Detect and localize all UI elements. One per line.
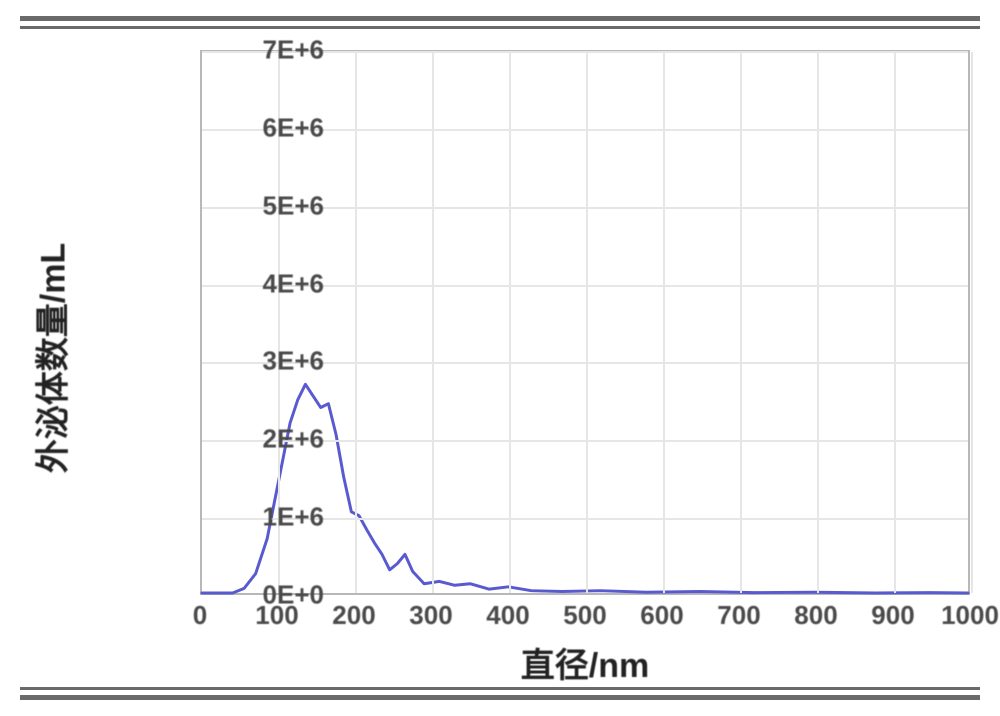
plot-wrap: 外泌体数量/mL 直径/nm 0100200300400500600700800… bbox=[80, 40, 980, 676]
x-tick-label: 800 bbox=[794, 600, 837, 631]
x-tick-label: 900 bbox=[871, 600, 914, 631]
grid-v bbox=[509, 52, 511, 593]
y-tick-label: 6E+6 bbox=[204, 112, 324, 143]
y-tick-label: 0E+0 bbox=[204, 580, 324, 611]
x-tick-label: 700 bbox=[717, 600, 760, 631]
x-tick-label: 400 bbox=[486, 600, 529, 631]
grid-v bbox=[663, 52, 665, 593]
y-tick-label: 5E+6 bbox=[204, 190, 324, 221]
grid-v bbox=[894, 52, 896, 593]
y-tick-label: 7E+6 bbox=[204, 35, 324, 66]
x-tick-label: 500 bbox=[563, 600, 606, 631]
x-tick-label: 600 bbox=[640, 600, 683, 631]
x-tick-label: 1000 bbox=[941, 600, 999, 631]
series-line bbox=[202, 384, 968, 593]
top-rule-inner bbox=[20, 26, 980, 29]
grid-v bbox=[971, 52, 973, 593]
y-tick-label: 4E+6 bbox=[204, 268, 324, 299]
y-axis-label: 外泌体数量/mL bbox=[26, 243, 75, 473]
x-tick-label: 300 bbox=[409, 600, 452, 631]
bottom-rule-inner bbox=[20, 687, 980, 690]
grid-v bbox=[586, 52, 588, 593]
x-axis-label: 直径/nm bbox=[521, 638, 649, 687]
bottom-rule-outer bbox=[20, 695, 980, 700]
grid-v bbox=[817, 52, 819, 593]
y-tick-label: 1E+6 bbox=[204, 502, 324, 533]
x-tick-label: 200 bbox=[332, 600, 375, 631]
y-tick-label: 2E+6 bbox=[204, 424, 324, 455]
top-rule-outer bbox=[20, 16, 980, 21]
chart-frame: 外泌体数量/mL 直径/nm 0100200300400500600700800… bbox=[10, 10, 990, 706]
y-tick-label: 3E+6 bbox=[204, 346, 324, 377]
grid-v bbox=[355, 52, 357, 593]
grid-v bbox=[740, 52, 742, 593]
grid-v bbox=[432, 52, 434, 593]
